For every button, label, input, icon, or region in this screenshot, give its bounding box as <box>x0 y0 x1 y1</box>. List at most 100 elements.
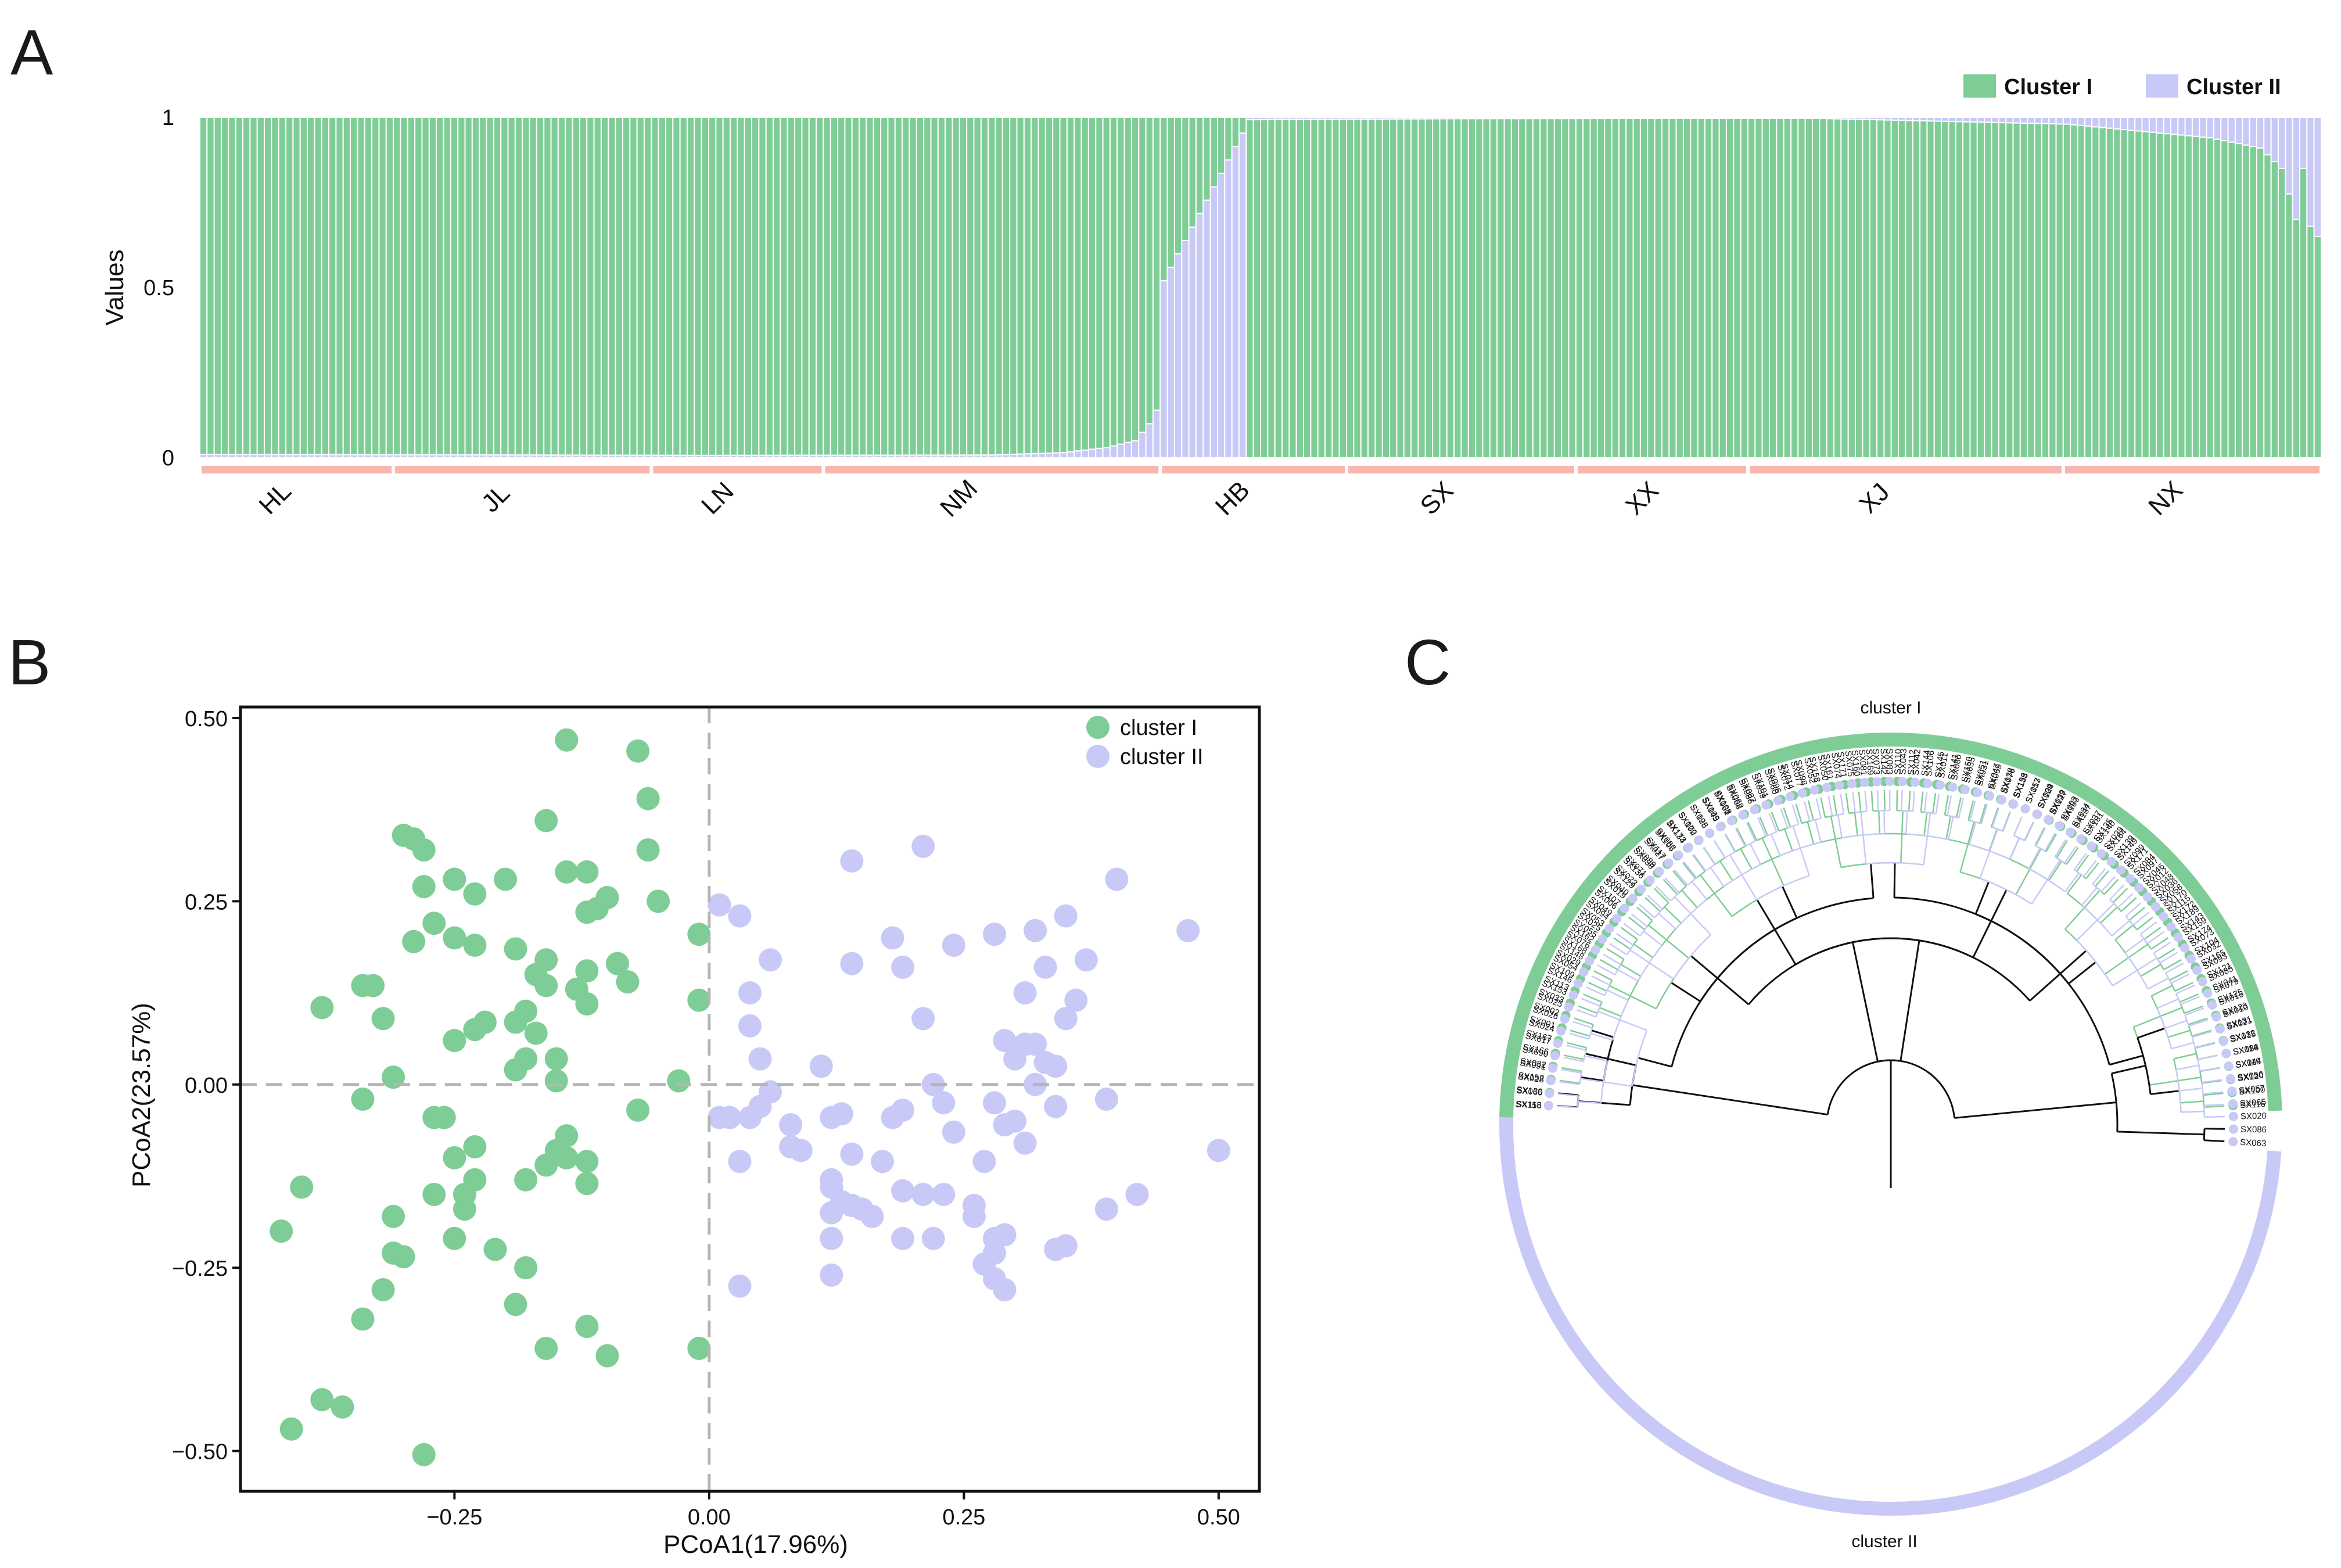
dendrogram-label-cluster-ii: cluster II <box>1851 1532 1917 1551</box>
pcoa-point-cluster-ii <box>738 1014 762 1038</box>
structure-bar-bottom <box>1632 118 1641 458</box>
branch-line <box>1672 870 1687 887</box>
branch-line <box>1561 1067 1582 1072</box>
branch-arc <box>1671 917 1797 1067</box>
branch-line <box>1967 821 1975 845</box>
leaf-dot <box>2125 874 2135 884</box>
structure-bar-bottom <box>264 454 272 458</box>
structure-bar-top <box>751 117 760 456</box>
structure-bar-bottom <box>1962 121 1971 458</box>
dendrogram-cluster-labels: cluster I cluster II <box>1851 698 1921 1551</box>
branch-line <box>2203 1091 2224 1095</box>
population-labels: HL JL LN NM HB SX XX XJ NX <box>202 466 2320 522</box>
structure-bar-bottom <box>1381 118 1391 459</box>
pcoa-point-cluster-i <box>290 1175 314 1199</box>
branch-line <box>1901 810 1904 834</box>
structure-bar-top <box>2105 117 2114 129</box>
structure-bar-top <box>2256 117 2265 149</box>
leaf-dot <box>1645 876 1655 885</box>
leaf-dot <box>1564 1002 1574 1012</box>
branch-line <box>1969 801 1976 821</box>
leaf-label: SX106 <box>1924 750 1937 777</box>
pcoa-point-cluster-i <box>371 1278 395 1302</box>
branch-line <box>1713 840 1726 859</box>
pcoa-point-cluster-ii <box>1013 1131 1037 1155</box>
legend-label-cluster-ii: Cluster II <box>2186 75 2281 99</box>
branch-line <box>2054 839 2067 857</box>
leaf-dot <box>2166 922 2176 932</box>
structure-bar-top <box>1044 117 1054 454</box>
leaf-dot <box>1960 785 1970 795</box>
pcoa-point-cluster-i <box>443 867 466 891</box>
structure-bar-bottom <box>751 454 760 459</box>
structure-bar-top <box>385 117 394 455</box>
structure-bar-bottom <box>2091 126 2100 458</box>
pcoa-point-cluster-i <box>575 959 599 983</box>
branch-line <box>1629 995 1657 1010</box>
structure-bar-bottom <box>1489 118 1498 458</box>
leaf-dot <box>1550 1051 1560 1061</box>
branch-arc <box>1832 813 1844 817</box>
structure-bar-top <box>658 117 666 456</box>
leaf-dot <box>1568 990 1578 1000</box>
branch-line <box>1852 942 1879 1062</box>
structure-bar-bottom <box>1639 118 1649 458</box>
branch-line <box>1991 808 2000 828</box>
structure-bar-bottom <box>873 454 882 458</box>
structure-bar-top <box>715 117 724 456</box>
structure-bar-bottom <box>966 454 975 459</box>
branch-arc <box>1687 877 1697 886</box>
leaf-dot <box>2228 1099 2238 1108</box>
structure-bar-top <box>608 117 616 456</box>
leaf-dot <box>2225 1074 2235 1083</box>
leaf-dot <box>2116 865 2125 875</box>
structure-bar-top <box>952 117 960 456</box>
structure-bar-top <box>264 117 272 455</box>
pcoa-point-cluster-ii <box>911 1007 935 1031</box>
structure-bar-bottom <box>1790 117 1799 459</box>
branch-line <box>2133 1016 2161 1028</box>
branch-arc <box>1826 1059 1901 1115</box>
structure-bar-top <box>378 117 387 455</box>
branch-line <box>1599 1007 1622 1017</box>
branch-line <box>2029 973 2061 1002</box>
structure-bar-top <box>464 117 473 456</box>
branch-line <box>1674 896 1692 914</box>
structure-bar-top <box>364 117 373 455</box>
branch-line <box>2199 1067 2220 1072</box>
structure-bar-bottom <box>2242 144 2250 458</box>
branch-line <box>1935 793 1940 814</box>
branch-line <box>2179 993 2199 1003</box>
cluster-ii-ring <box>1499 1117 2282 1516</box>
structure-bar-top <box>744 117 753 456</box>
pcoa-point-cluster-ii <box>982 923 1006 946</box>
pcoa-point-cluster-i <box>463 1018 487 1042</box>
structure-bar-bottom <box>1905 120 1913 458</box>
pcoa-point-cluster-ii <box>860 1204 884 1228</box>
branch-line <box>1990 807 1999 827</box>
structure-bar-bottom <box>2098 127 2107 458</box>
structure-bar-bottom <box>450 454 459 458</box>
leaf-label: SX100 <box>2239 1085 2265 1097</box>
leaf-dot <box>1872 777 1882 787</box>
structure-bar-bottom <box>837 454 846 458</box>
structure-bar-bottom <box>1453 118 1462 458</box>
branch-line <box>1577 1009 1596 1018</box>
branch-line <box>1768 812 1778 833</box>
structure-bar-top <box>2213 117 2222 140</box>
branch-line <box>1804 801 1811 821</box>
branch-line <box>1620 927 1638 940</box>
branch-line <box>1781 885 1798 918</box>
structure-bar-bottom <box>2213 138 2222 458</box>
population-bar <box>1749 466 2062 473</box>
structure-bar-top <box>2227 117 2236 143</box>
pcoa-point-cluster-ii <box>891 955 915 979</box>
structure-bar-top <box>988 117 996 456</box>
leaf-label: SX120 <box>2237 1071 2264 1084</box>
branch-line <box>2132 912 2150 926</box>
branch-line <box>2044 833 2056 852</box>
structure-bar-top <box>1145 117 1154 425</box>
pcoa-point-cluster-i <box>331 1395 354 1419</box>
structure-bar-bottom <box>1310 119 1319 459</box>
branch-line <box>1596 964 1615 975</box>
